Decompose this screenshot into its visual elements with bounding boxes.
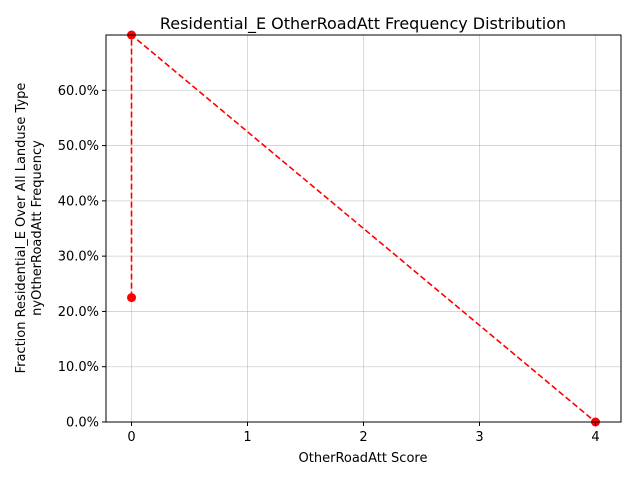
x-axis: 0 1 2 3 4: [127, 422, 600, 445]
data-point: [127, 293, 137, 303]
grid: [106, 35, 621, 423]
x-tick-label: 4: [591, 430, 599, 445]
chart-title: Residential_E OtherRoadAtt Frequency Dis…: [160, 14, 566, 34]
y-tick-label: 20.0%: [58, 305, 99, 320]
x-tick-label: 1: [243, 430, 251, 445]
x-tick-label: 2: [359, 430, 367, 445]
y-axis-label-line-2: nyOtherRoadAtt Frequency: [30, 140, 45, 316]
x-tick-label: 3: [475, 430, 483, 445]
y-axis-label-line-1: Fraction Residential_E Over All Landuse …: [14, 83, 29, 374]
y-tick-label: 40.0%: [58, 194, 99, 209]
y-tick-label: 10.0%: [58, 360, 99, 375]
y-axis: 0.0% 10.0% 20.0% 30.0% 40.0% 50.0% 60.0%: [58, 84, 106, 431]
x-tick-label: 0: [127, 430, 135, 445]
y-tick-label: 30.0%: [58, 250, 99, 265]
y-tick-label: 50.0%: [58, 139, 99, 154]
y-tick-label: 0.0%: [66, 416, 99, 431]
y-tick-label: 60.0%: [58, 84, 99, 99]
x-axis-label: OtherRoadAtt Score: [299, 451, 428, 466]
